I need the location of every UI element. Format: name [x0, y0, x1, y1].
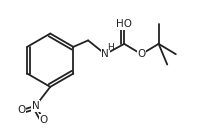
Text: O: O [39, 115, 47, 124]
Text: N: N [101, 49, 109, 59]
Text: HO: HO [116, 19, 132, 29]
Text: O: O [137, 49, 146, 59]
Text: N: N [32, 101, 40, 111]
Text: O: O [17, 105, 26, 115]
Text: H: H [107, 43, 114, 52]
